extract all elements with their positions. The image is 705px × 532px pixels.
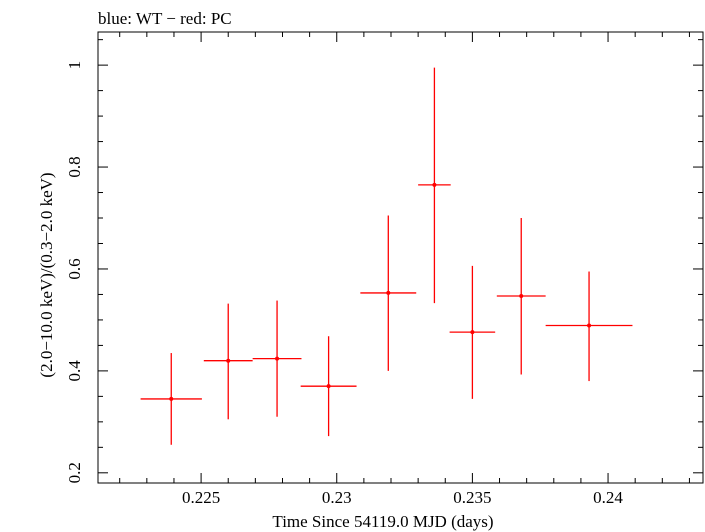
data-points — [140, 67, 633, 445]
y-tick-label: 0.8 — [65, 156, 84, 177]
data-point — [252, 300, 302, 417]
data-point — [203, 303, 253, 420]
x-tick-label: 0.23 — [322, 488, 352, 507]
plot-frame — [97, 31, 704, 484]
point-marker — [169, 396, 174, 401]
data-point — [360, 215, 417, 371]
point-marker — [470, 330, 475, 335]
point-marker — [432, 182, 437, 187]
y-tick-label: 1 — [65, 61, 84, 70]
data-point — [449, 265, 496, 399]
y-tick-label: 0.4 — [65, 360, 84, 382]
y-tick-label: 0.2 — [65, 462, 84, 483]
point-marker — [386, 290, 391, 295]
point-marker — [587, 323, 592, 328]
axis-ticks: 0.225 0.23 0.235 0.24 0.2 0.4 0.6 0.8 1 — [65, 32, 703, 507]
x-tick-label: 0.235 — [453, 488, 491, 507]
data-point — [545, 271, 633, 382]
x-axis-label: Time Since 54119.0 MJD (days) — [272, 512, 493, 531]
point-marker — [519, 293, 524, 298]
point-marker — [326, 384, 331, 389]
point-marker — [226, 358, 231, 363]
x-tick-label: 0.225 — [182, 488, 220, 507]
y-axis-label: (2.0−10.0 keV)/(0.3−2.0 keV) — [37, 172, 56, 377]
point-marker — [275, 356, 280, 361]
data-point — [140, 353, 202, 445]
chart-title: blue: WT − red: PC — [98, 9, 232, 28]
x-tick-label: 0.24 — [593, 488, 623, 507]
data-point — [418, 67, 451, 304]
y-tick-label: 0.6 — [65, 258, 84, 279]
data-point — [496, 218, 546, 375]
data-point — [300, 336, 357, 437]
